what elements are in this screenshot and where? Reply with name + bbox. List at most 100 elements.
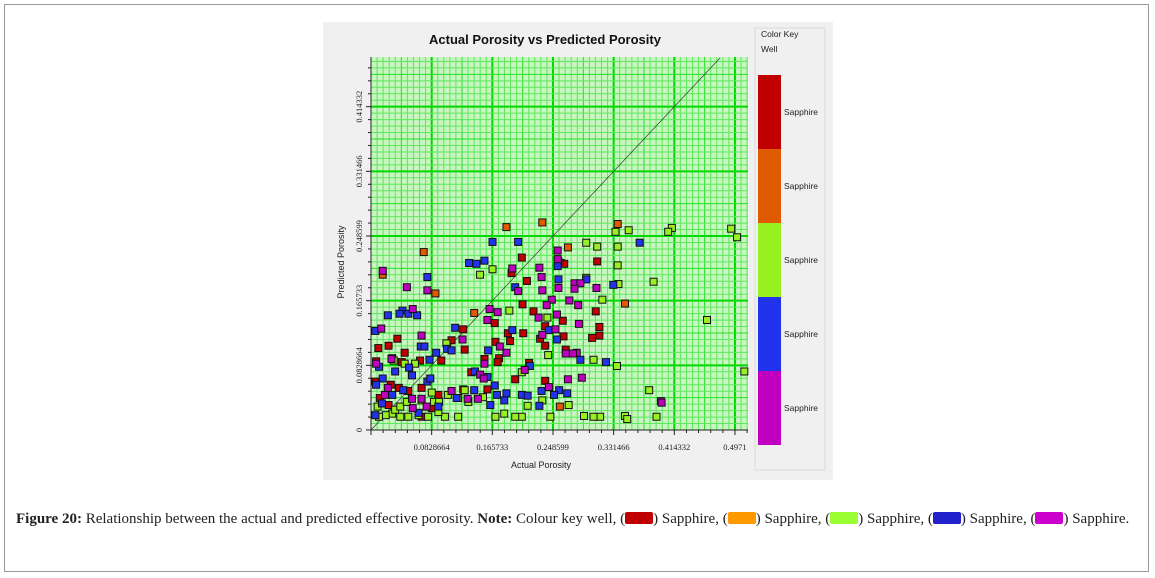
data-point xyxy=(508,264,517,273)
x-axis-label: Actual Porosity xyxy=(511,460,572,470)
data-point xyxy=(514,287,523,296)
data-point xyxy=(486,401,495,410)
data-point xyxy=(522,276,531,285)
data-point xyxy=(554,275,563,284)
data-point xyxy=(564,401,573,410)
data-point xyxy=(552,310,561,319)
data-point xyxy=(491,337,500,346)
data-point xyxy=(465,259,474,268)
swatch-label: ) Sapphire, xyxy=(653,511,723,527)
data-point xyxy=(440,412,449,421)
data-point xyxy=(404,412,413,421)
data-point xyxy=(384,341,393,350)
data-point xyxy=(601,358,610,367)
data-point xyxy=(419,248,428,257)
data-point xyxy=(423,273,432,282)
data-point xyxy=(491,412,500,421)
data-point xyxy=(635,238,644,247)
data-point xyxy=(623,415,632,424)
data-point xyxy=(405,363,414,372)
data-point xyxy=(454,412,463,421)
y-tick-label: 0 xyxy=(354,428,364,432)
data-point xyxy=(612,362,621,371)
data-point xyxy=(563,243,572,252)
legend-color-band xyxy=(758,75,781,149)
data-point xyxy=(538,218,547,227)
legend-color-band xyxy=(758,371,781,445)
data-point xyxy=(519,329,528,338)
x-tick-label: 0.0828664 xyxy=(414,442,451,452)
data-point xyxy=(404,309,413,318)
caption-text: Relationship between the actual and pred… xyxy=(81,511,478,527)
data-point xyxy=(423,286,432,295)
caption-label: Figure 20: xyxy=(16,511,82,527)
data-point xyxy=(420,342,429,351)
data-point xyxy=(576,355,585,364)
data-point xyxy=(395,309,404,318)
data-point xyxy=(621,299,630,308)
data-point xyxy=(544,326,553,335)
data-point xyxy=(574,301,583,310)
data-point xyxy=(383,311,392,320)
color-swatch xyxy=(830,512,859,524)
data-point xyxy=(493,308,502,317)
data-point xyxy=(480,359,489,368)
data-point xyxy=(495,342,504,351)
data-point xyxy=(431,289,440,298)
data-point xyxy=(613,242,622,251)
caption-swatch-item: () Sapphire, xyxy=(927,511,1031,527)
caption-note-intro: Colour key well, xyxy=(512,511,621,527)
data-point xyxy=(535,401,544,410)
data-point xyxy=(550,390,559,399)
data-point xyxy=(523,401,532,410)
data-point xyxy=(517,253,526,262)
data-point xyxy=(508,326,517,335)
x-tick-label: 0.248599 xyxy=(537,442,569,452)
chart-title: Actual Porosity vs Predicted Porosity xyxy=(429,32,662,47)
data-point xyxy=(459,325,468,334)
data-point xyxy=(593,257,602,266)
data-point xyxy=(520,365,529,374)
data-point xyxy=(543,313,552,322)
legend-color-band xyxy=(758,223,781,297)
data-point xyxy=(414,408,423,417)
legend-color-band xyxy=(758,297,781,371)
data-point xyxy=(400,348,409,357)
data-point xyxy=(476,270,485,279)
data-point xyxy=(447,386,456,395)
data-point xyxy=(589,355,598,364)
y-tick-label: 0.331466 xyxy=(354,155,364,187)
data-point xyxy=(451,323,460,332)
data-point xyxy=(554,283,563,292)
data-point xyxy=(563,389,572,398)
data-point xyxy=(611,227,620,236)
data-point xyxy=(505,306,514,315)
data-point xyxy=(432,348,441,357)
scatter-chart: Actual Porosity vs Predicted Porosity Ac… xyxy=(336,27,826,471)
data-point xyxy=(727,224,736,233)
data-point xyxy=(570,284,579,293)
data-point xyxy=(480,256,489,265)
data-point xyxy=(483,315,492,324)
data-point xyxy=(500,396,509,405)
data-point xyxy=(645,386,654,395)
x-tick-label: 0.414332 xyxy=(658,442,690,452)
color-swatch xyxy=(1035,512,1064,524)
legend-color-band xyxy=(758,149,781,223)
y-tick-label: 0.248599 xyxy=(354,220,364,252)
data-point xyxy=(383,383,392,392)
data-point xyxy=(463,394,472,403)
data-point xyxy=(511,375,520,384)
data-point xyxy=(613,261,622,270)
data-point xyxy=(561,349,570,358)
data-point xyxy=(538,330,547,339)
data-point xyxy=(589,412,598,421)
data-point xyxy=(417,383,426,392)
x-tick-label: 0.4971 xyxy=(723,442,746,452)
data-point xyxy=(563,375,572,384)
swatch-label: ) Sapphire, xyxy=(858,511,928,527)
y-tick-label: 0.0828664 xyxy=(354,347,364,384)
data-point xyxy=(417,394,426,403)
data-point xyxy=(740,367,749,376)
data-point xyxy=(391,367,400,376)
